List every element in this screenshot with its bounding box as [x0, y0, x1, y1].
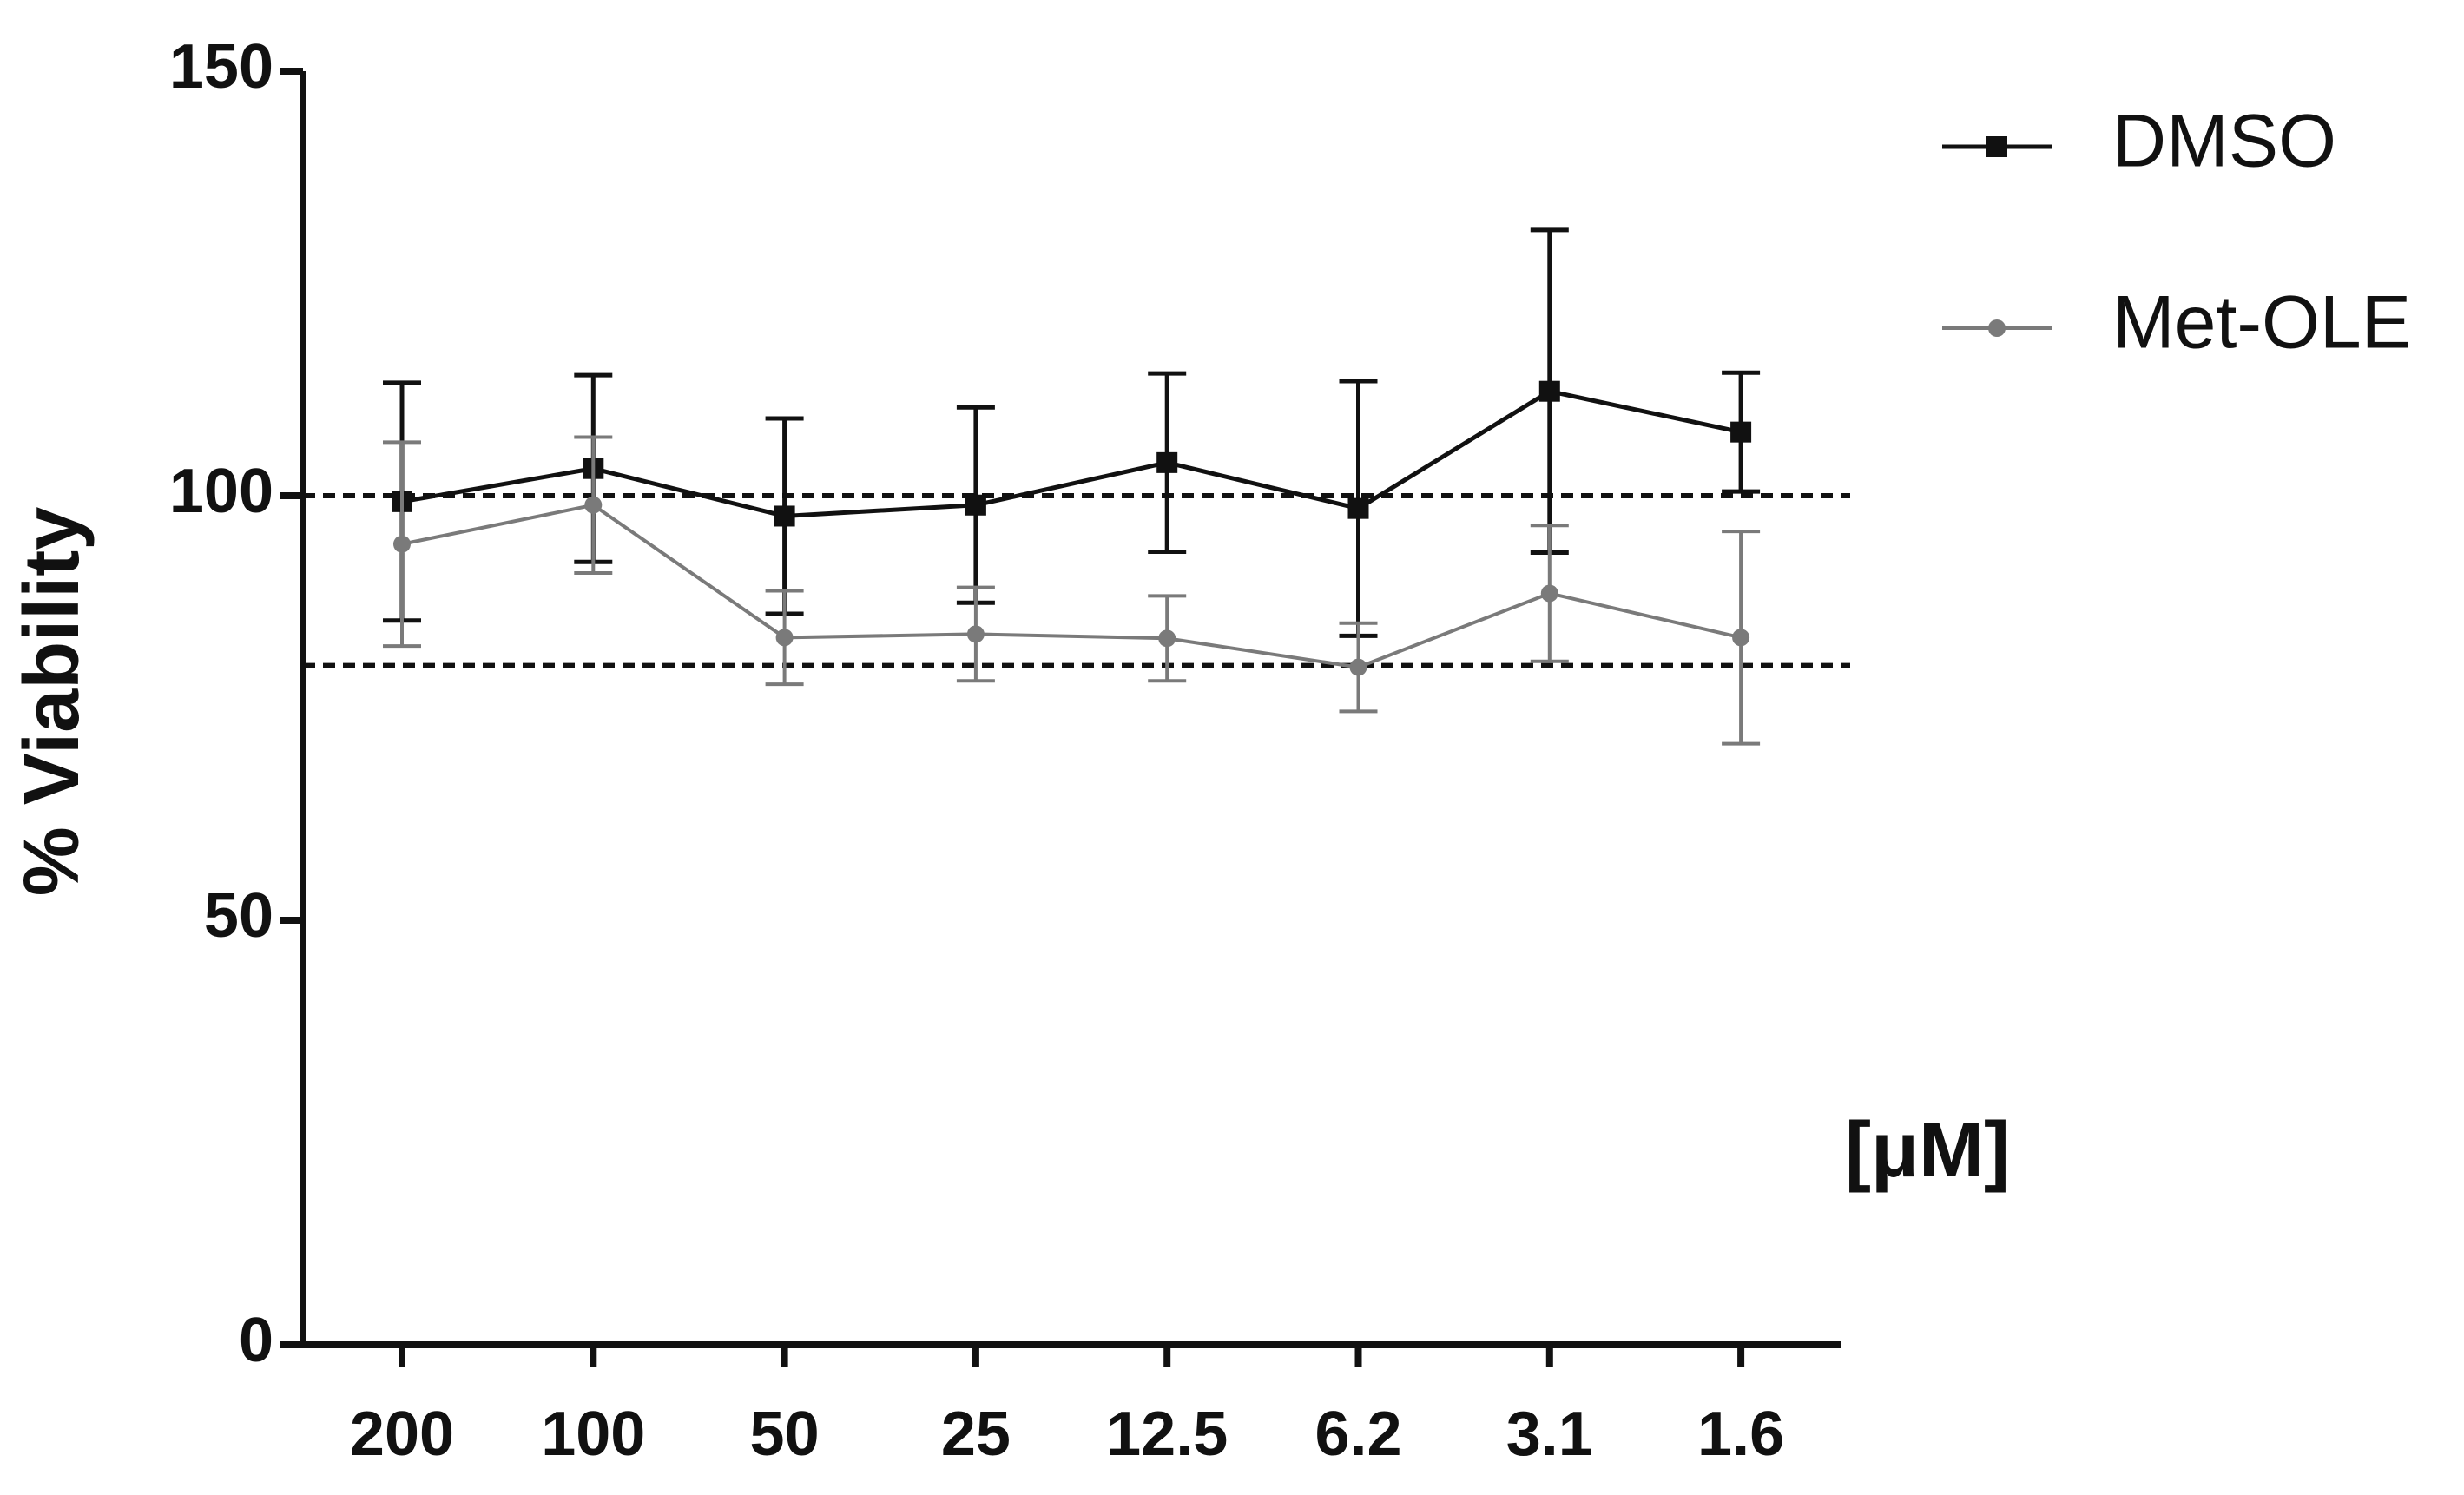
x-tick-label: 100	[541, 1400, 645, 1469]
x-tick-label: 200	[350, 1400, 454, 1469]
x-tick-label: 6.2	[1314, 1400, 1401, 1469]
y-tick-label: 150	[169, 32, 273, 102]
series-line	[401, 389, 1742, 518]
y-tick-label: 50	[204, 881, 273, 951]
legend-label: Met-OLE	[2112, 281, 2411, 365]
legend-marker	[1986, 136, 2007, 157]
marker	[1538, 380, 1560, 402]
marker	[965, 494, 986, 516]
x-axis-title: [μM]	[1845, 1107, 2010, 1194]
marker	[1156, 451, 1178, 473]
marker	[774, 505, 795, 527]
marker	[393, 535, 411, 553]
series-line	[401, 503, 1742, 669]
y-tick-label: 100	[169, 457, 273, 526]
marker	[1732, 629, 1750, 647]
marker	[966, 625, 985, 643]
marker	[775, 629, 794, 647]
legend-label: DMSO	[2112, 100, 2336, 183]
y-tick-label: 0	[239, 1306, 273, 1375]
marker	[584, 496, 603, 514]
x-tick-label: 3.1	[1506, 1400, 1593, 1469]
x-tick-label: 25	[941, 1400, 1011, 1469]
x-tick-label: 1.6	[1697, 1400, 1784, 1469]
marker	[1540, 584, 1558, 603]
marker	[1158, 629, 1176, 648]
marker	[1730, 421, 1752, 443]
marker	[1349, 658, 1367, 676]
legend-marker	[1988, 319, 2006, 337]
marker	[1347, 497, 1369, 519]
x-tick-label: 12.5	[1106, 1400, 1228, 1469]
y-axis-title: % Viability	[9, 507, 96, 897]
x-tick-label: 50	[750, 1400, 820, 1469]
